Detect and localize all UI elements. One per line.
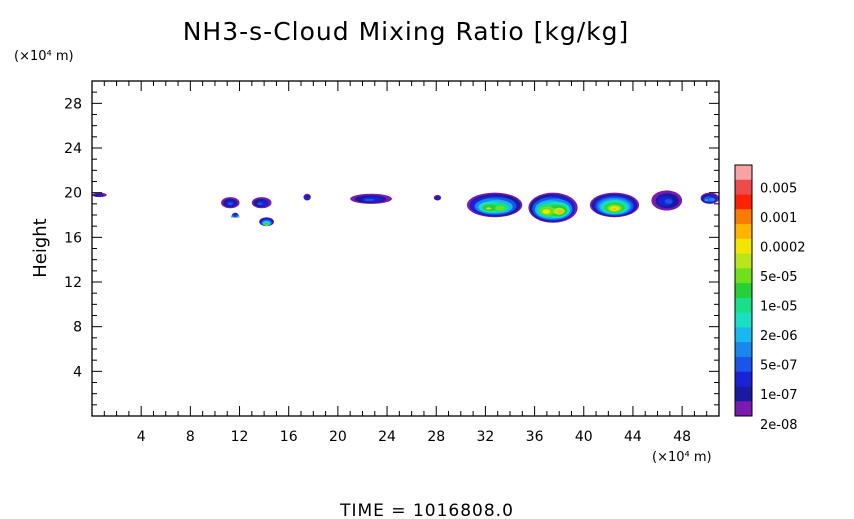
- colorbar-swatch: [735, 371, 752, 387]
- colorbar-swatch: [735, 283, 752, 299]
- x-tick-label: 12: [231, 429, 249, 445]
- x-tick-label: 32: [476, 429, 494, 445]
- cloud-region: [259, 217, 274, 227]
- colorbar-swatch: [735, 401, 752, 417]
- colorbar-swatch: [735, 268, 752, 284]
- x-tick-label: 20: [329, 429, 347, 445]
- x-axis-ticks: 4 8 12 16 20 24 28 32 36 40 44 48: [103, 81, 708, 445]
- x-tick-label: 4: [137, 429, 146, 445]
- colorbar-swatch: [735, 312, 752, 328]
- x-tick-label: 40: [575, 429, 593, 445]
- y-tick-label: 8: [73, 320, 82, 336]
- cloud-contour: [257, 202, 263, 206]
- cloud-contour: [542, 209, 551, 214]
- y-tick-label: 16: [64, 230, 82, 246]
- y-tick-label: 24: [64, 141, 82, 157]
- cloud-region: [528, 192, 578, 223]
- y-tick-label: 12: [64, 275, 82, 291]
- y-tick-label: 20: [64, 186, 82, 202]
- cloud-region: [466, 192, 523, 218]
- colorbar-swatch: [735, 194, 752, 210]
- cloud-contour: [98, 194, 104, 197]
- colorbar-swatch: [735, 165, 752, 181]
- y-tick-label: 4: [73, 364, 82, 380]
- colorbar-swatch: [735, 386, 752, 402]
- cloud-region: [303, 193, 311, 201]
- colorbar-swatch: [735, 342, 752, 358]
- colorbar-label: 1e-07: [760, 388, 798, 403]
- cloud-contour: [308, 197, 310, 200]
- x-tick-label: 44: [624, 429, 642, 445]
- cloud-contour: [265, 224, 268, 226]
- cloud-region: [230, 212, 240, 218]
- cloud-contour: [709, 197, 716, 202]
- time-label: TIME = 1016808.0: [339, 501, 514, 519]
- cloud-contour: [558, 210, 563, 214]
- cloud-region: [651, 190, 683, 211]
- colorbar-swatch: [735, 209, 752, 225]
- colorbar-frame: [734, 164, 753, 417]
- cloud-contour: [237, 215, 240, 218]
- chart-title: NH3-s-Cloud Mixing Ratio [kg/kg]: [183, 17, 630, 46]
- colorbar-swatch: [735, 297, 752, 314]
- colorbar-swatch: [735, 238, 752, 254]
- colorbar-label: 0.005: [760, 182, 797, 197]
- cloud-contour: [239, 217, 240, 218]
- cloud-field: [91, 190, 719, 227]
- x-axis-unit: (×10⁴ m): [652, 450, 712, 465]
- colorbar-label: 5e-07: [760, 359, 798, 374]
- cloud-contour: [304, 196, 308, 200]
- colorbar-label: 1e-05: [760, 300, 798, 315]
- cloud-contour: [495, 205, 506, 211]
- colorbar-label: 2e-08: [760, 418, 798, 433]
- cloud-contour: [436, 197, 439, 200]
- colorbar-swatch: [735, 327, 752, 343]
- cloud-region: [221, 197, 240, 209]
- colorbar-swatch: [735, 179, 752, 195]
- x-tick-label: 48: [673, 429, 691, 445]
- y-axis-unit: (×10⁴ m): [14, 49, 74, 64]
- colorbar-swatch: [735, 356, 752, 373]
- colorbar-label: 0.0002: [760, 241, 806, 256]
- cloud-region: [700, 192, 719, 204]
- x-tick-label: 28: [427, 429, 445, 445]
- colorbar-label: 0.001: [760, 211, 797, 226]
- cloud-contour: [227, 202, 233, 206]
- cloud-region: [251, 197, 272, 209]
- x-tick-label: 24: [378, 429, 396, 445]
- y-tick-label: 28: [64, 96, 82, 112]
- cloud-contour: [364, 198, 375, 202]
- colorbar-label: 2e-06: [760, 329, 798, 344]
- cloud-contour: [230, 216, 233, 218]
- y-axis-ticks: 4 8 12 16 20 24 28: [64, 91, 719, 406]
- cloud-contour: [486, 207, 492, 210]
- y-axis-label: Height: [30, 218, 51, 278]
- x-tick-label: 16: [280, 429, 298, 445]
- colorbar-label: 5e-05: [760, 270, 798, 285]
- plot-frame: [91, 80, 720, 417]
- cloud-region: [433, 194, 442, 201]
- colorbar-swatch: [735, 253, 752, 269]
- cloud-contour: [705, 199, 709, 201]
- cloud-region: [350, 193, 392, 204]
- cloud-region: [91, 192, 107, 198]
- colorbar-swatch: [735, 224, 752, 240]
- x-tick-label: 36: [526, 429, 544, 445]
- cloud-contour: [612, 208, 617, 211]
- cloud-contour: [664, 199, 673, 205]
- colorbar: 0.005 0.001 0.0002 5e-05 1e-05 2e-06 5e-07 1e-0…: [734, 164, 806, 433]
- cloud-region: [589, 192, 640, 218]
- x-tick-label: 8: [186, 429, 195, 445]
